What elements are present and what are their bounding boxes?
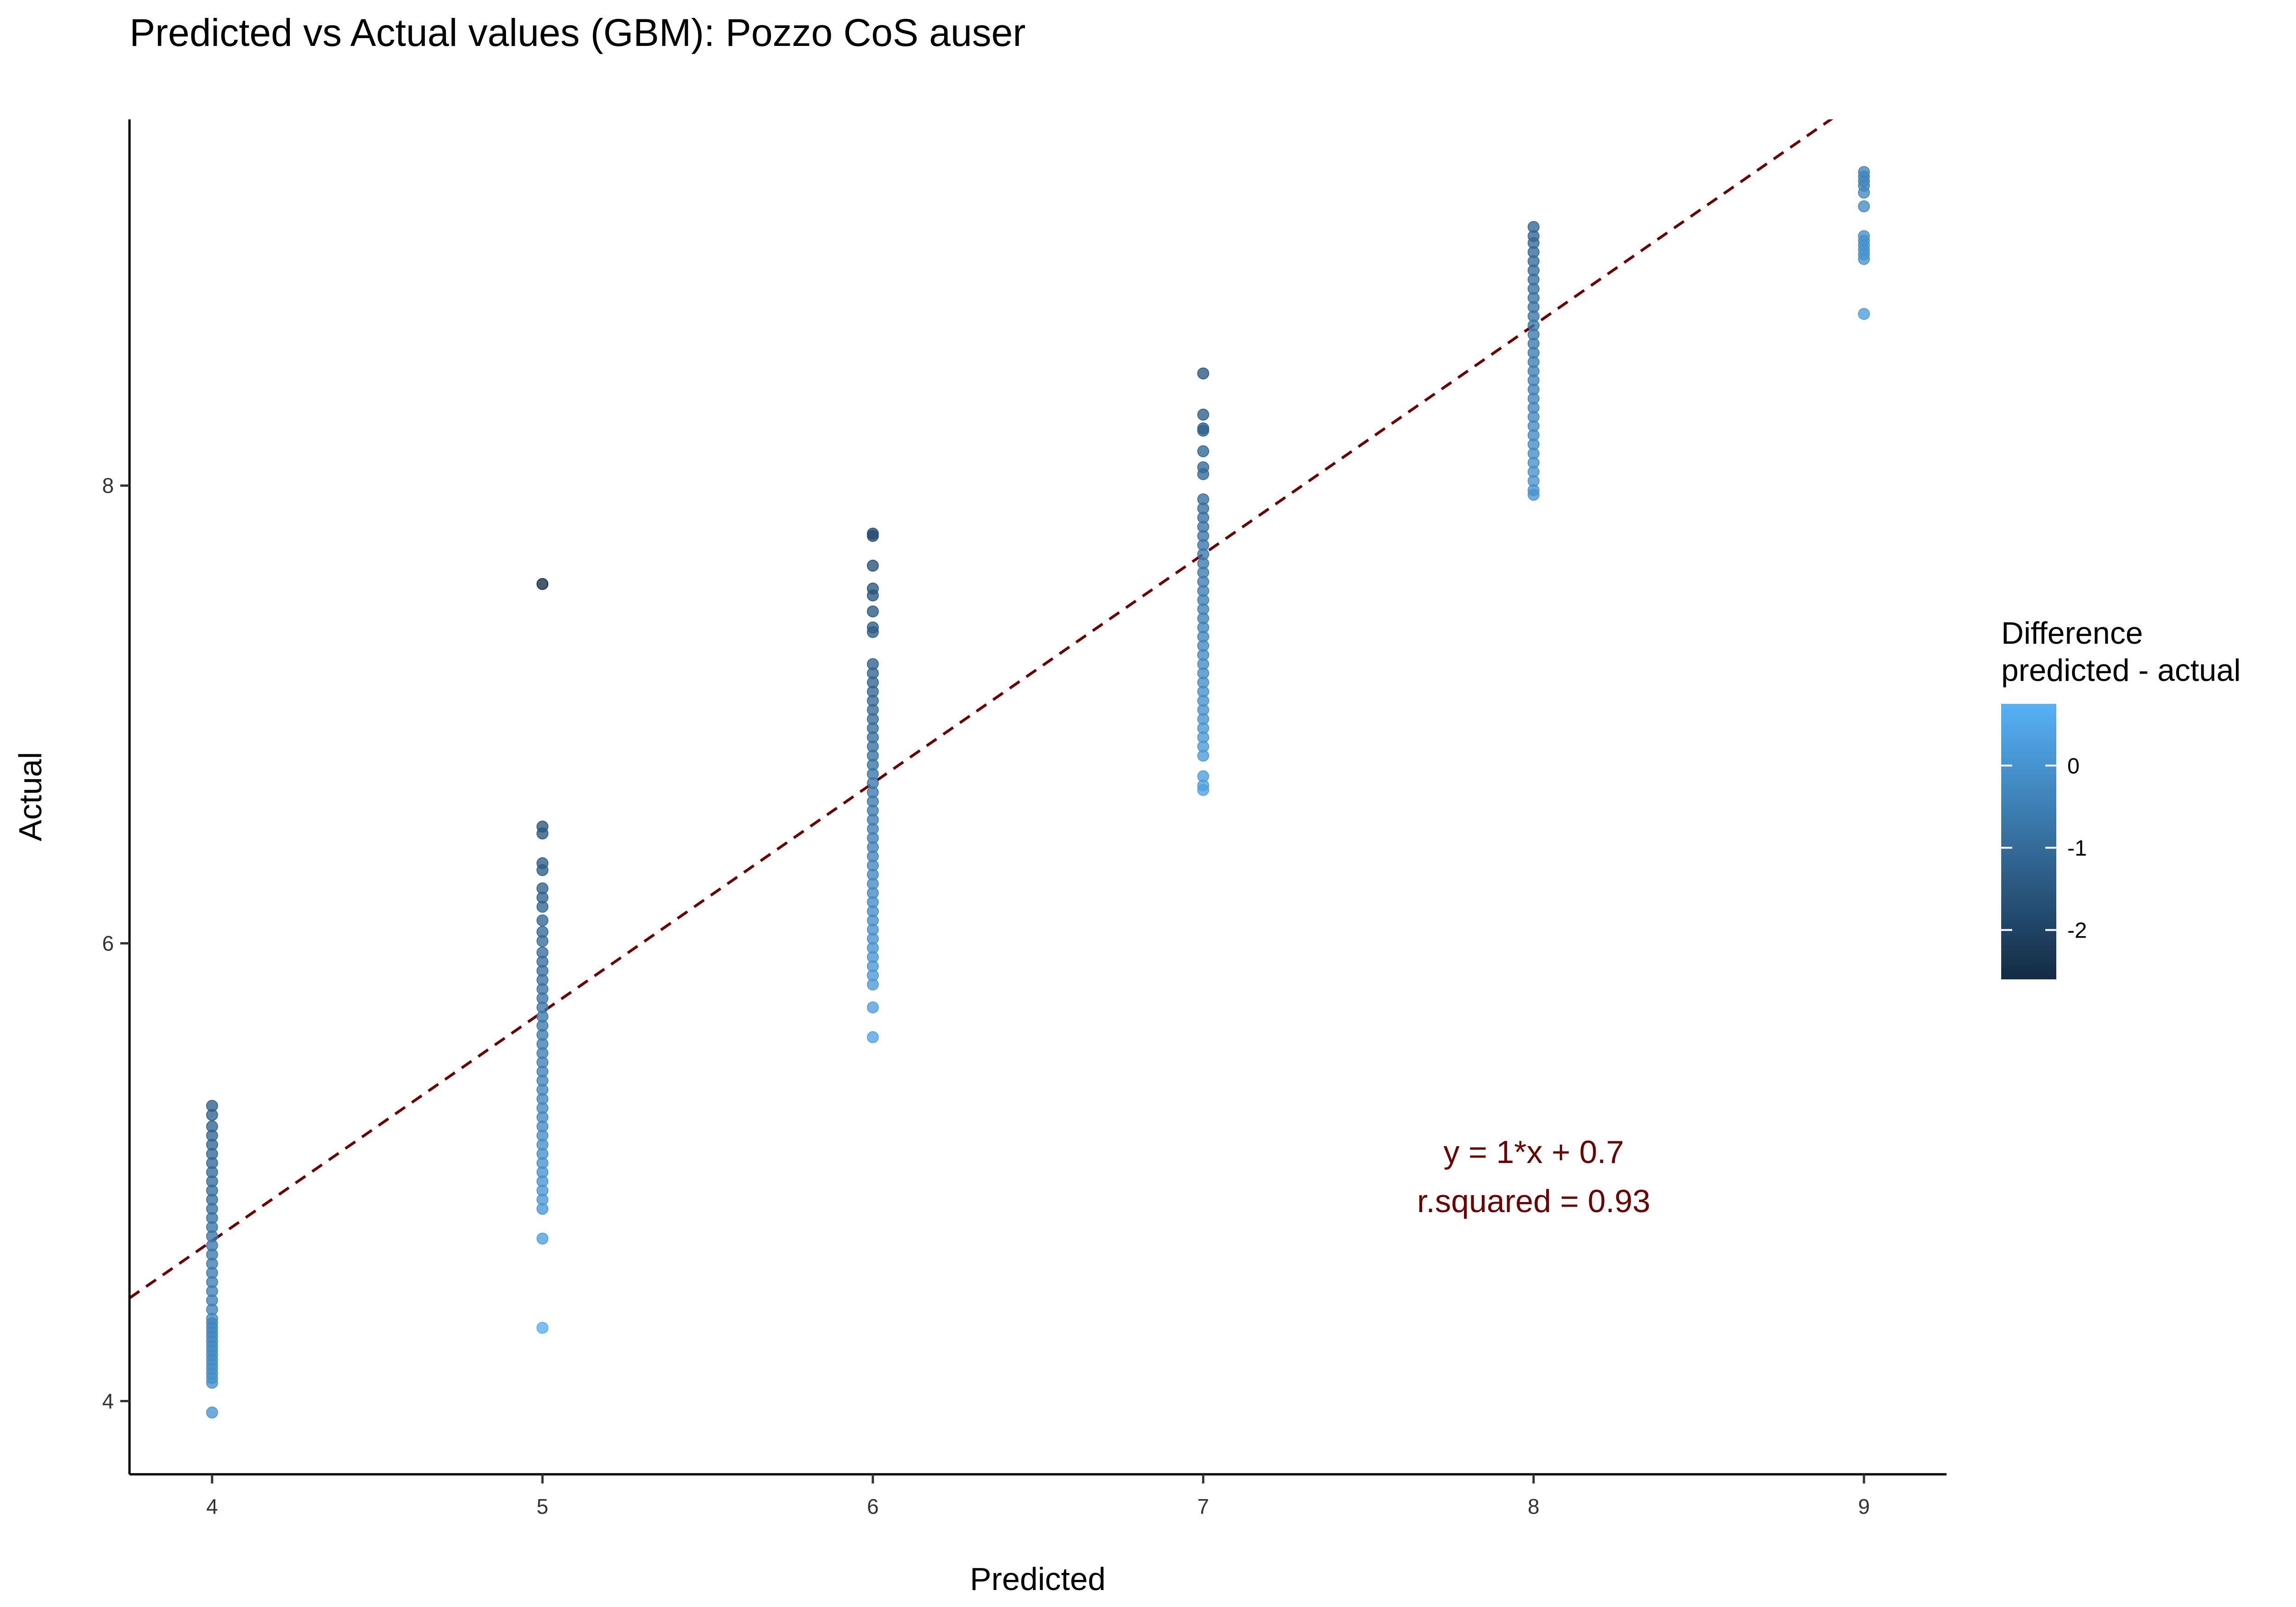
x-tick-label: 7 [1197, 1495, 1209, 1518]
y-tick-label: 8 [102, 474, 114, 498]
x-tick-label: 4 [206, 1495, 218, 1518]
data-point [867, 582, 879, 595]
data-point [1197, 445, 1210, 457]
data-point [1197, 493, 1210, 506]
data-points [206, 166, 1870, 1419]
chart-title: Predicted vs Actual values (GBM): Pozzo … [129, 11, 1025, 54]
data-point [536, 914, 549, 927]
y-axis-ticks: 4 6 8 [102, 474, 129, 1413]
data-point [867, 658, 879, 670]
x-tick-label: 9 [1858, 1495, 1870, 1518]
x-axis-ticks: 4 5 6 7 8 9 [206, 1474, 1870, 1518]
data-point [206, 1406, 218, 1419]
data-point [536, 820, 549, 833]
colorbar-tick-label: -2 [2067, 919, 2087, 943]
data-point [1197, 367, 1210, 380]
data-point [206, 1100, 218, 1112]
y-axis-title: Actual [12, 752, 48, 842]
data-point [1527, 221, 1540, 233]
legend-title-line2: predicted - actual [2001, 653, 2241, 688]
data-point [536, 882, 549, 894]
data-point [536, 578, 549, 590]
reference-line-group [129, 119, 1834, 1299]
data-point [867, 528, 879, 540]
x-axis-title: Predicted [970, 1561, 1106, 1597]
colorbar-tick-label: -1 [2067, 836, 2087, 860]
data-point [867, 621, 879, 634]
data-point [1197, 422, 1210, 434]
data-point [867, 605, 879, 618]
legend-colorbar-ticks: 0 -1 -2 [2001, 754, 2087, 943]
y-tick-label: 4 [102, 1389, 114, 1413]
reference-line [129, 119, 1834, 1299]
data-point [867, 1001, 879, 1014]
data-point [536, 857, 549, 870]
legend-title-line1: Difference [2001, 616, 2143, 651]
data-point [1858, 166, 1870, 178]
data-point [867, 560, 879, 572]
x-tick-label: 5 [537, 1495, 549, 1518]
data-point [536, 946, 549, 959]
x-tick-label: 6 [867, 1495, 879, 1518]
annotation-equation: y = 1*x + 0.7 [1443, 1134, 1624, 1170]
data-point [536, 1232, 549, 1245]
data-point [536, 1321, 549, 1334]
x-tick-label: 8 [1528, 1495, 1540, 1518]
data-point [1858, 230, 1870, 242]
annotation-r-squared: r.squared = 0.93 [1417, 1183, 1650, 1219]
y-tick-label: 6 [102, 932, 114, 955]
data-point [1858, 308, 1870, 320]
colorbar-tick-label: 0 [2067, 754, 2080, 778]
data-point [206, 1120, 218, 1133]
data-point [536, 926, 549, 938]
data-point [867, 1031, 879, 1043]
data-point [1197, 770, 1210, 782]
legend-colorbar [2001, 704, 2056, 979]
data-point [1858, 200, 1870, 213]
data-point [1197, 461, 1210, 473]
legend: Difference predicted - actual 0 -1 -2 [2001, 616, 2241, 979]
data-point [1197, 409, 1210, 421]
